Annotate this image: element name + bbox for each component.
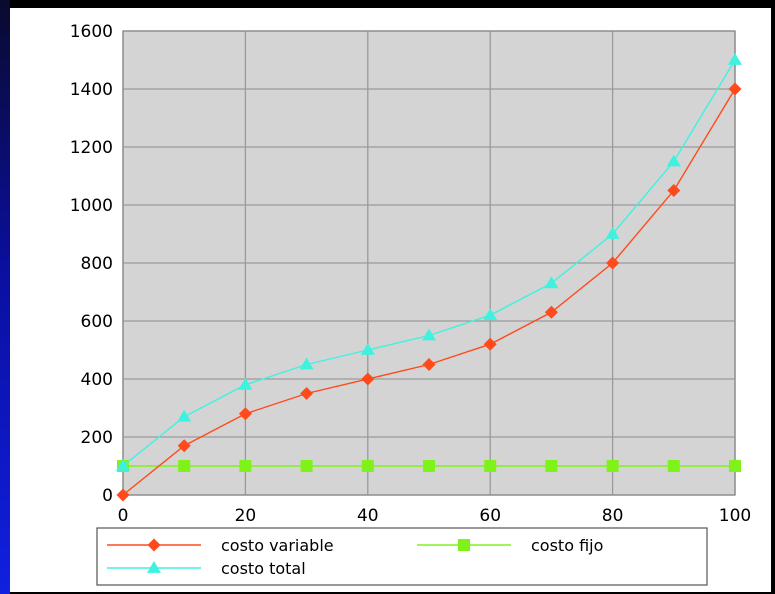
x-tick-label: 80 <box>602 506 624 526</box>
legend-label-costo-total: costo total <box>221 559 306 578</box>
data-point-costo-total <box>177 409 192 422</box>
data-point-costo-total <box>605 227 620 239</box>
data-point-costo-fijo <box>423 460 435 472</box>
data-point-costo-total <box>728 53 742 65</box>
y-tick-label: 1000 <box>70 196 113 216</box>
data-point-costo-fijo <box>484 460 497 472</box>
data-point-costo-total <box>238 377 253 390</box>
data-point-costo-variable <box>728 82 742 96</box>
data-point-costo-fijo <box>667 460 680 472</box>
data-point-costo-fijo <box>300 460 313 472</box>
data-point-costo-variable <box>361 372 375 386</box>
y-tick-label: 1200 <box>70 138 113 158</box>
line-chart: 0 200 400 600 800 1000 1200 1400 1600 0 20 40 60 80 10… <box>70 22 751 586</box>
data-point-costo-total <box>483 308 498 321</box>
y-tick-label: 1600 <box>70 22 113 42</box>
data-point-costo-variable <box>544 305 558 319</box>
data-point-costo-total <box>360 343 375 355</box>
data-point-costo-variable <box>116 488 130 502</box>
data-point-costo-variable <box>483 337 497 351</box>
x-tick-label: 20 <box>235 506 257 526</box>
y-tick-label: 1400 <box>70 80 113 100</box>
x-tick-label: 60 <box>479 506 501 526</box>
legend-label-costo-variable: costo variable <box>221 536 334 555</box>
data-point-costo-total <box>422 328 436 341</box>
data-point-costo-variable <box>422 358 436 371</box>
legend-box <box>96 527 708 586</box>
legend-label-costo-fijo: costo fijo <box>531 536 603 555</box>
x-tick-label: 40 <box>357 506 379 526</box>
y-tick-label: 200 <box>81 428 113 448</box>
data-point-costo-fijo <box>178 460 191 472</box>
y-tick-label: 800 <box>81 254 113 274</box>
data-point-costo-fijo <box>606 460 619 472</box>
y-tick-label: 600 <box>81 312 113 332</box>
legend-marker-costo-variable <box>147 538 161 552</box>
legend-marker-costo-total <box>147 561 161 573</box>
data-point-costo-variable <box>177 439 191 453</box>
data-point-costo-variable <box>238 407 252 421</box>
data-point-costo-total <box>666 154 681 167</box>
y-tick-label: 0 <box>102 486 113 506</box>
data-point-costo-total <box>299 357 314 370</box>
data-point-costo-fijo <box>239 460 252 472</box>
data-point-costo-total <box>544 276 559 289</box>
x-tick-label: 0 <box>118 506 129 526</box>
data-point-costo-variable <box>667 184 681 197</box>
data-point-costo-fijo <box>545 460 558 472</box>
data-point-costo-fijo <box>729 460 741 472</box>
legend-marker-costo-fijo <box>458 539 470 551</box>
y-tick-label: 400 <box>81 370 113 390</box>
window-edge-strip <box>0 0 10 594</box>
plot-border <box>122 30 736 496</box>
data-point-costo-fijo <box>361 460 374 472</box>
x-tick-label: 100 <box>719 506 751 526</box>
data-point-costo-total <box>116 459 130 471</box>
chart-frame: 0 200 400 600 800 1000 1200 1400 1600 0 20 40 60 80 10… <box>10 8 771 592</box>
data-point-costo-variable <box>606 256 620 270</box>
data-point-costo-variable <box>300 387 314 400</box>
